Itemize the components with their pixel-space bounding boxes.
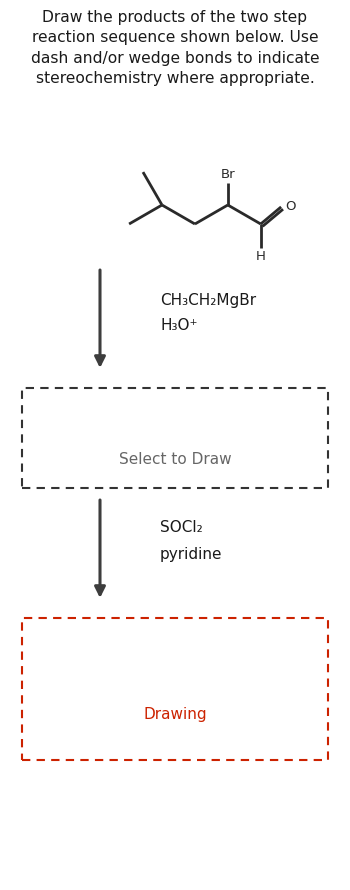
Text: Draw the products of the two step
reaction sequence shown below. Use
dash and/or: Draw the products of the two step reacti… xyxy=(31,10,319,86)
Text: O: O xyxy=(285,200,296,214)
Text: Br: Br xyxy=(220,168,235,181)
Text: pyridine: pyridine xyxy=(160,546,223,562)
Text: CH₃CH₂MgBr: CH₃CH₂MgBr xyxy=(160,293,256,308)
Text: H: H xyxy=(256,250,266,263)
Text: H₃O⁺: H₃O⁺ xyxy=(160,318,197,333)
Text: Select to Draw: Select to Draw xyxy=(119,452,231,467)
Text: Drawing: Drawing xyxy=(143,708,207,723)
Text: SOCl₂: SOCl₂ xyxy=(160,520,203,535)
